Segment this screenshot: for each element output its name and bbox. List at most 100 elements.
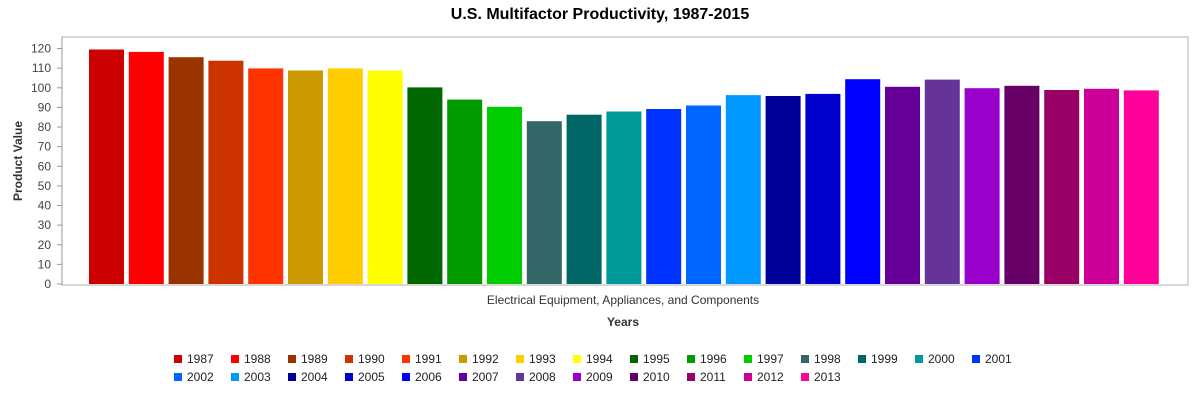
legend-swatch [972,355,980,363]
bar[interactable] [407,87,443,285]
legend-label: 2007 [472,370,499,384]
bar[interactable] [248,68,284,285]
bar[interactable] [1123,90,1159,285]
bar[interactable] [805,93,841,285]
legend-label: 2009 [586,370,613,384]
legend-item[interactable]: 1995 [630,352,687,366]
legend-swatch [801,355,809,363]
legend-swatch [402,355,410,363]
legend-item[interactable]: 2002 [174,370,231,384]
legend-label: 1993 [529,352,556,366]
y-tick-label: 40 [38,199,52,213]
bar[interactable] [606,111,642,285]
legend-swatch [573,355,581,363]
legend-label: 1987 [187,352,214,366]
y-tick-label: 110 [32,61,51,75]
legend-swatch [288,373,296,381]
legend-label: 1995 [643,352,670,366]
legend-item[interactable]: 2000 [915,352,972,366]
legend-label: 1989 [301,352,328,366]
bar[interactable] [1044,90,1080,284]
bar[interactable] [566,114,602,284]
legend-item[interactable]: 1999 [858,352,915,366]
bar[interactable] [288,70,323,285]
legend-swatch [174,373,182,381]
legend-item[interactable]: 1994 [573,352,630,366]
bars [89,49,1159,285]
bar[interactable] [447,99,483,284]
y-tick-label: 20 [38,238,52,252]
legend-swatch [231,373,239,381]
legend-swatch [516,373,524,381]
y-tick-label: 120 [31,42,51,56]
legend-item[interactable]: 2008 [516,370,573,384]
bar[interactable] [765,96,801,284]
legend-item[interactable]: 1997 [744,352,801,366]
legend-item[interactable]: 1989 [288,352,345,366]
legend-swatch [573,373,581,381]
legend-label: 2001 [985,352,1012,366]
legend-item[interactable]: 1996 [687,352,744,366]
bar[interactable] [487,106,522,284]
legend-item[interactable]: 2013 [801,370,858,384]
legend-swatch [459,355,467,363]
bar[interactable] [128,51,164,285]
bar[interactable] [686,105,721,285]
bar[interactable] [845,79,881,284]
legend-item[interactable]: 2005 [345,370,402,384]
bar[interactable] [646,109,682,284]
legend-label: 2013 [814,370,841,384]
legend-item[interactable]: 2001 [972,352,1029,366]
legend-label: 1988 [244,352,271,366]
legend-label: 1999 [871,352,898,366]
y-tick-label: 100 [31,81,51,95]
legend-item[interactable]: 1991 [402,352,459,366]
bar[interactable] [725,95,761,284]
legend-swatch [744,355,752,363]
legend-swatch [687,355,695,363]
legend-item[interactable]: 2012 [744,370,801,384]
legend-item[interactable]: 1990 [345,352,402,366]
legend-item[interactable]: 2011 [687,370,744,384]
bar[interactable] [89,49,124,285]
legend-label: 1992 [472,352,499,366]
bar[interactable] [208,60,244,285]
legend-item[interactable]: 1998 [801,352,858,366]
legend-item[interactable]: 1992 [459,352,516,366]
legend-item[interactable]: 2009 [573,370,630,384]
legend-swatch [288,355,296,363]
legend-item[interactable]: 2006 [402,370,459,384]
bar[interactable] [327,68,363,285]
bar[interactable] [885,86,920,284]
legend-item[interactable]: 1988 [231,352,288,366]
legend-swatch [174,355,182,363]
bar[interactable] [526,121,562,284]
legend-item[interactable]: 1993 [516,352,573,366]
y-tick-label: 60 [38,159,52,173]
legend-item[interactable]: 2010 [630,370,687,384]
legend-label: 1998 [814,352,841,366]
bar[interactable] [168,57,204,285]
legend-label: 2010 [643,370,670,384]
bar[interactable] [367,70,403,285]
bar[interactable] [1084,88,1119,284]
legend: 1987 1988 1989 1990 1991 1992 1993 1994 1995 1996… [174,350,1054,386]
y-axis-title: Product Value [11,121,25,201]
bar[interactable] [964,88,1000,284]
y-tick-label: 50 [38,179,52,193]
legend-label: 1990 [358,352,385,366]
legend-item[interactable]: 2004 [288,370,345,384]
legend-swatch [516,355,524,363]
y-tick-label: 80 [38,120,52,134]
legend-row: 1987 1988 1989 1990 1991 1992 1993 1994 1995 1996… [174,350,1054,368]
legend-item[interactable]: 2007 [459,370,516,384]
bar[interactable] [924,79,960,284]
legend-item[interactable]: 2003 [231,370,288,384]
legend-swatch [687,373,695,381]
bar[interactable] [1004,85,1040,284]
legend-item[interactable]: 1987 [174,352,231,366]
legend-swatch [231,355,239,363]
legend-row: 2002 2003 2004 2005 2006 2007 2008 2009 2010 2011… [174,368,1054,386]
legend-label: 2012 [757,370,784,384]
chart-title: U.S. Multifactor Productivity, 1987-2015 [450,6,750,23]
